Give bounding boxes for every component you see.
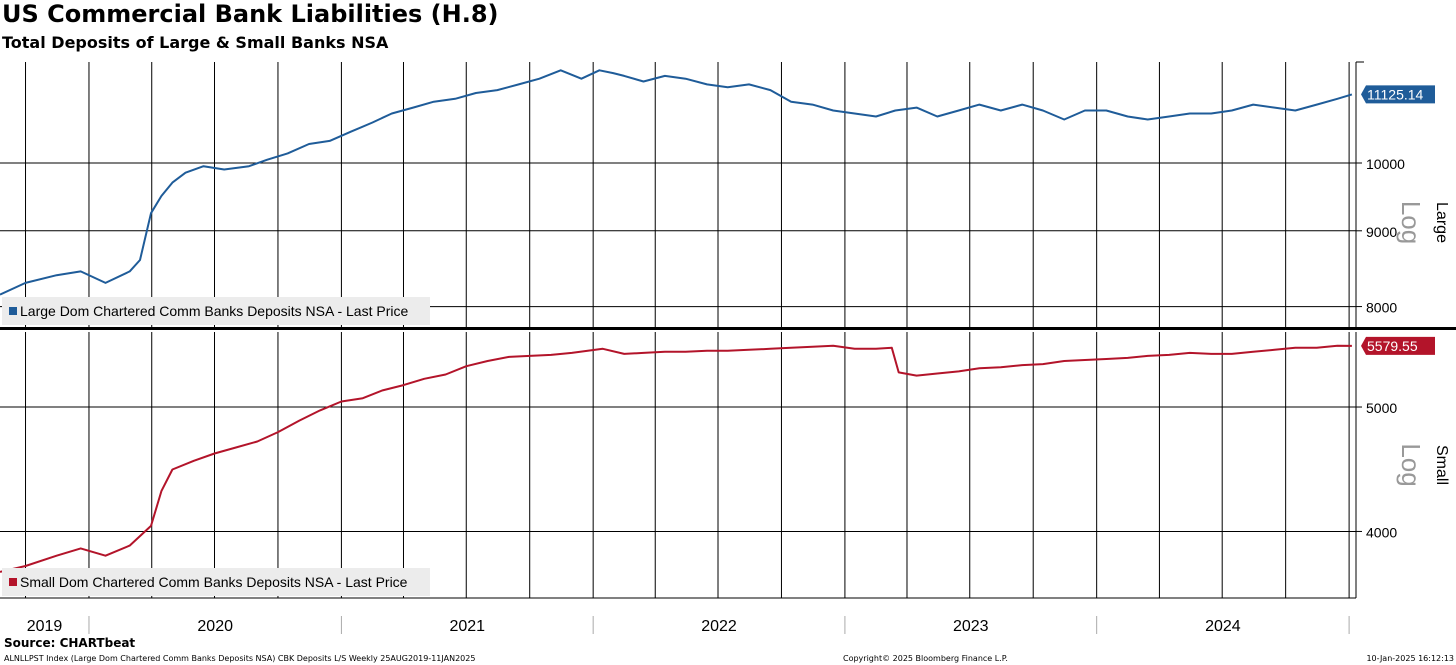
x-tick-label: 2023 — [953, 618, 989, 635]
last-value-tag-small: 5579.55 — [1361, 336, 1435, 355]
footer-date: 10-Jan-2025 16:12:13 — [1366, 654, 1454, 663]
x-tick-label: 2020 — [197, 618, 233, 635]
x-tick-label: 2021 — [449, 618, 485, 635]
x-tick-label: 2024 — [1205, 618, 1241, 635]
x-tick-label: 2022 — [701, 618, 737, 635]
log-scale-label: Log — [1396, 443, 1426, 486]
log-scale-label: Log — [1396, 201, 1426, 244]
panel-name-large: Large — [1433, 202, 1450, 243]
grid-top — [0, 62, 1356, 327]
grid-bottom — [0, 332, 1356, 598]
panel-name-small: Small — [1433, 445, 1450, 485]
y-tick-label: 4000 — [1366, 524, 1397, 540]
chart-title: US Commercial Bank Liabilities (H.8) — [2, 0, 499, 28]
last-value-box — [1361, 85, 1435, 104]
legend-swatch — [9, 307, 17, 315]
chart-subtitle: Total Deposits of Large & Small Banks NS… — [2, 33, 389, 52]
y-tick-label: 10000 — [1366, 156, 1405, 172]
legend-box — [2, 568, 430, 596]
last-value-box — [1361, 336, 1435, 355]
y-tick-label: 5000 — [1366, 400, 1397, 416]
legend-swatch — [9, 578, 17, 586]
legend-label: Large Dom Chartered Comm Banks Deposits … — [20, 303, 408, 319]
legend-box — [2, 297, 430, 325]
footer-ticker: ALNLLPST Index (Large Dom Chartered Comm… — [4, 654, 476, 663]
axes — [0, 61, 1456, 634]
legend-label: Small Dom Chartered Comm Banks Deposits … — [20, 574, 408, 590]
series-line-small — [0, 344, 1352, 573]
series-lines — [0, 69, 1353, 573]
last-value-label: 11125.14 — [1367, 86, 1424, 102]
legends: Large Dom Chartered Comm Banks Deposits … — [2, 297, 430, 596]
footer-copyright: Copyright© 2025 Bloomberg Finance L.P. — [843, 654, 1008, 663]
series-line-large — [0, 69, 1353, 296]
x-tick-label: 2019 — [27, 618, 63, 635]
axis-labels: 8000 9000 10000 11125.14 Large Log 4000 5000 557… — [27, 85, 1450, 635]
legend-small: Small Dom Chartered Comm Banks Deposits … — [2, 568, 430, 596]
legend-large: Large Dom Chartered Comm Banks Deposits … — [2, 297, 430, 325]
y-tick-label: 9000 — [1366, 224, 1397, 240]
source-label: Source: CHARTbeat — [4, 636, 136, 650]
last-value-tag-large: 11125.14 — [1361, 85, 1435, 104]
last-value-label: 5579.55 — [1367, 338, 1418, 354]
y-tick-label: 8000 — [1366, 300, 1397, 316]
